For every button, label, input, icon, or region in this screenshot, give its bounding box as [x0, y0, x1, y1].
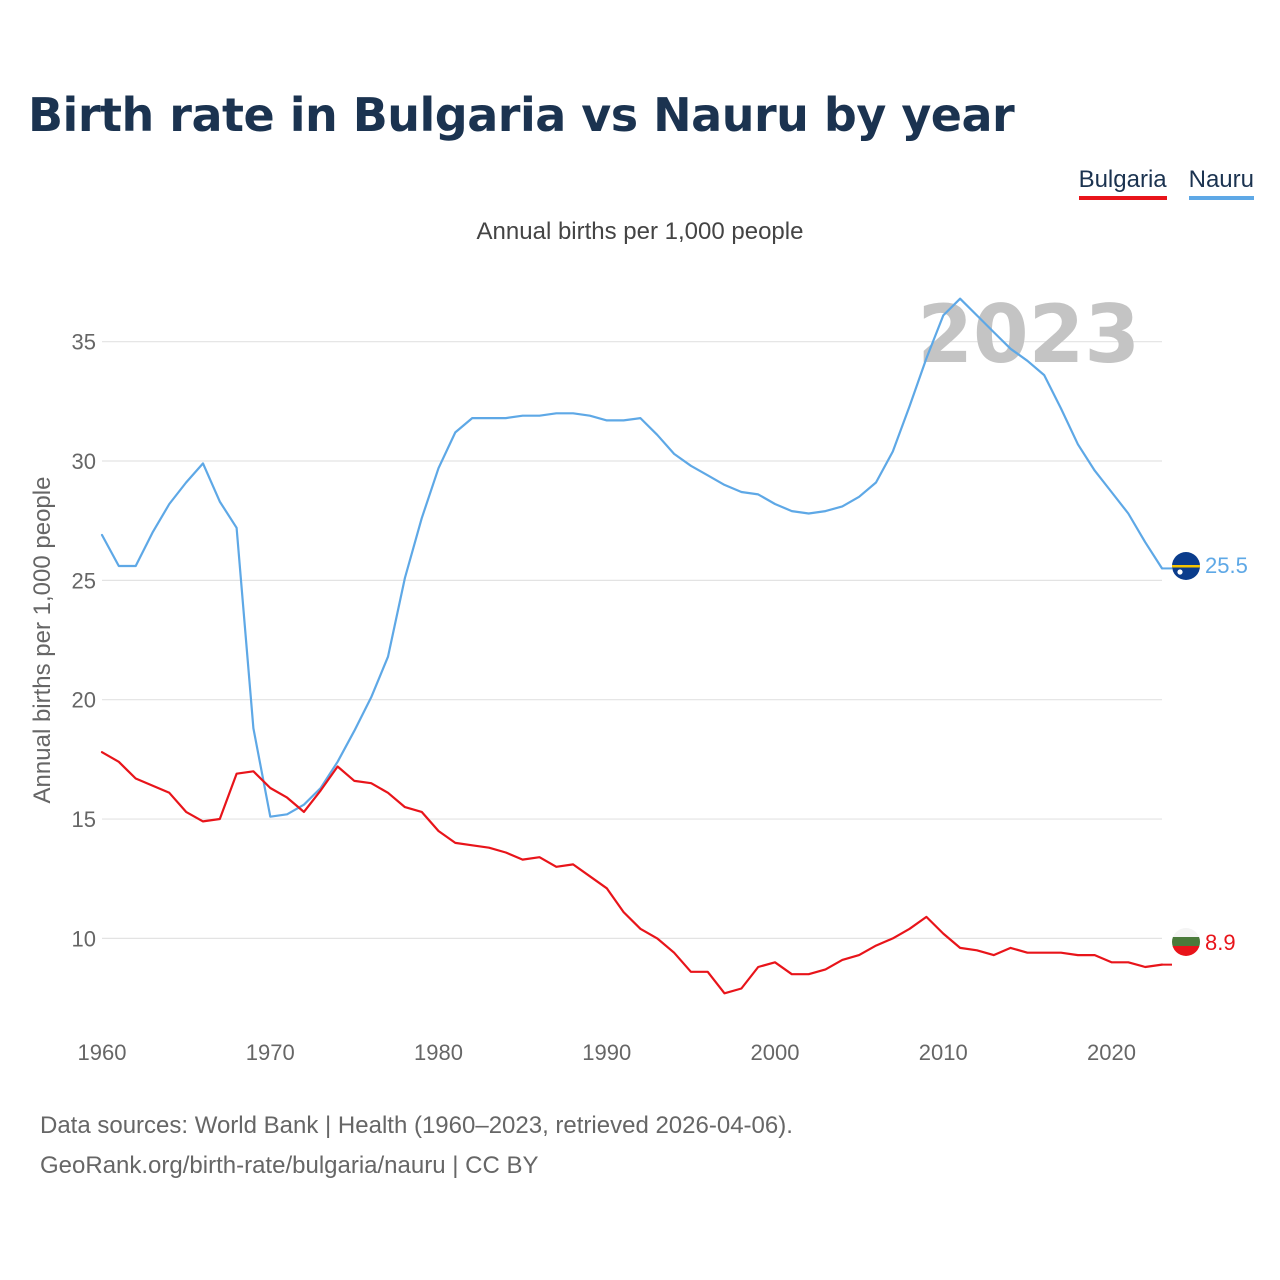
- source-line-1: Data sources: World Bank | Health (1960–…: [40, 1112, 793, 1139]
- legend: Bulgaria Nauru: [1078, 166, 1254, 200]
- legend-item-bulgaria[interactable]: Bulgaria: [1078, 166, 1167, 200]
- y-tick-label-30: 30: [72, 449, 96, 474]
- x-tick-label-1970: 1970: [246, 1040, 295, 1065]
- x-tick-label-1990: 1990: [582, 1040, 631, 1065]
- y-axis-label: Annual births per 1,000 people: [29, 477, 56, 804]
- year-watermark: 2023: [917, 288, 1140, 381]
- chart-subtitle: Annual births per 1,000 people: [476, 218, 804, 245]
- y-tick-label-20: 20: [72, 688, 96, 713]
- y-tick-label-15: 15: [72, 807, 96, 832]
- y-tick-label-35: 35: [72, 330, 96, 355]
- y-tick-label-25: 25: [72, 568, 96, 593]
- series-line-nauru[interactable]: [100, 297, 1164, 818]
- series-line-bulgaria[interactable]: [100, 751, 1164, 995]
- y-tick-label-10: 10: [72, 926, 96, 951]
- x-tick-label-2000: 2000: [751, 1040, 800, 1065]
- source-note: Data sources: World Bank | Health (1960–…: [40, 1106, 793, 1186]
- x-tick-label-1960: 1960: [78, 1040, 127, 1065]
- source-line-2[interactable]: GeoRank.org/birth-rate/bulgaria/nauru | …: [40, 1152, 539, 1179]
- legend-item-nauru[interactable]: Nauru: [1188, 166, 1254, 200]
- end-label-bulgaria: 8.9: [1205, 930, 1236, 955]
- x-tick-label-2020: 2020: [1087, 1040, 1136, 1065]
- x-tick-label-2010: 2010: [919, 1040, 968, 1065]
- x-tick-label-1980: 1980: [414, 1040, 463, 1065]
- nauru-flag-icon: [1172, 552, 1200, 580]
- end-label-nauru: 25.5: [1205, 553, 1248, 578]
- bulgaria-flag-icon: [1172, 928, 1200, 956]
- chart-title: Birth rate in Bulgaria vs Nauru by year: [28, 88, 1015, 142]
